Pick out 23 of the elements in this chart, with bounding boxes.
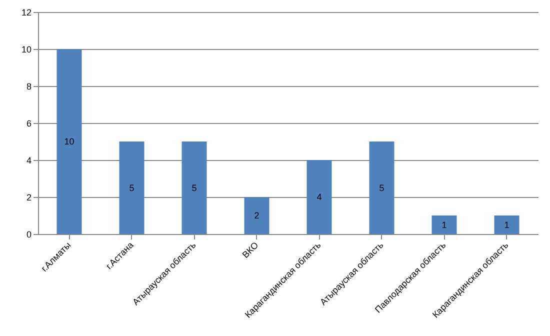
- data-label: 5: [129, 182, 134, 193]
- bar: [494, 216, 520, 234]
- data-label: 5: [379, 182, 384, 193]
- y-tick-label: 10: [21, 44, 32, 54]
- bar: [56, 49, 82, 234]
- bar: [244, 197, 270, 234]
- data-label: 1: [504, 220, 510, 230]
- data-label: 5: [192, 182, 197, 193]
- y-tick-label: 0: [26, 230, 32, 240]
- bar: [306, 160, 332, 234]
- data-label: 1: [442, 220, 447, 230]
- y-tick-label: 6: [26, 118, 32, 128]
- data-label: 4: [316, 192, 322, 202]
- y-tick-label: 12: [21, 8, 32, 18]
- bar: [182, 142, 207, 234]
- data-label: 10: [64, 136, 74, 146]
- y-tick-label: 8: [26, 82, 32, 92]
- data-label: 2: [254, 210, 260, 220]
- y-tick-label: 4: [26, 156, 32, 166]
- y-tick-label: 2: [26, 192, 32, 202]
- bar: [119, 142, 144, 234]
- bar: [369, 142, 394, 234]
- bar: [432, 216, 457, 234]
